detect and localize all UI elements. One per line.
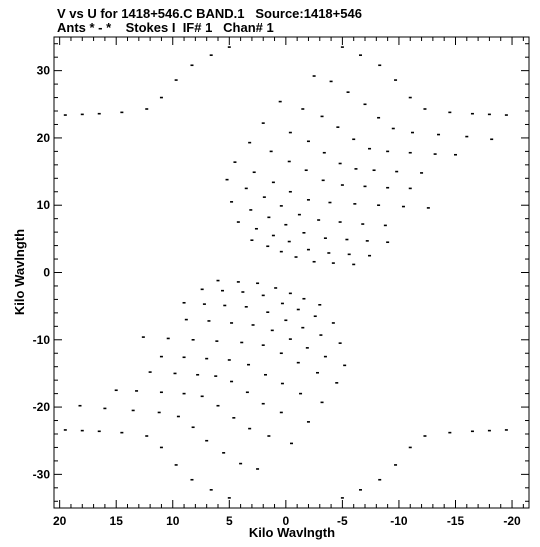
x-tick-label: -15 bbox=[447, 514, 465, 528]
plot-subtitle: Ants * - * Stokes I IF# 1 Chan# 1 bbox=[57, 20, 274, 35]
x-tick-label: 10 bbox=[166, 514, 180, 528]
y-tick-label: -20 bbox=[33, 400, 51, 414]
y-tick-label: 30 bbox=[37, 64, 51, 78]
tick-labels: 20 15 10 5 0 -5 -10 -15 -20 30 20 10 0 -10 -20 -30 bbox=[33, 64, 521, 528]
x-tick-label: 20 bbox=[53, 514, 67, 528]
y-tick-label: 10 bbox=[37, 198, 51, 212]
plot-frame bbox=[53, 36, 530, 509]
y-tick-label: -30 bbox=[33, 467, 51, 481]
plot-title: V vs U for 1418+546.C BAND.1 Source:1418… bbox=[57, 6, 362, 21]
axis-ticks bbox=[54, 37, 529, 508]
x-tick-label: 15 bbox=[110, 514, 124, 528]
y-tick-label: -10 bbox=[33, 333, 51, 347]
y-tick-label: 0 bbox=[43, 266, 50, 280]
x-tick-label: 5 bbox=[226, 514, 233, 528]
data-points bbox=[63, 46, 508, 499]
x-tick-label: -20 bbox=[503, 514, 521, 528]
x-tick-label: -5 bbox=[337, 514, 348, 528]
y-tick-label: 20 bbox=[37, 131, 51, 145]
x-tick-label: 0 bbox=[283, 514, 290, 528]
y-axis-label: Kilo Wavlngth bbox=[12, 229, 27, 315]
x-axis-label: Kilo Wavlngth bbox=[249, 525, 335, 540]
x-tick-label: -10 bbox=[390, 514, 408, 528]
